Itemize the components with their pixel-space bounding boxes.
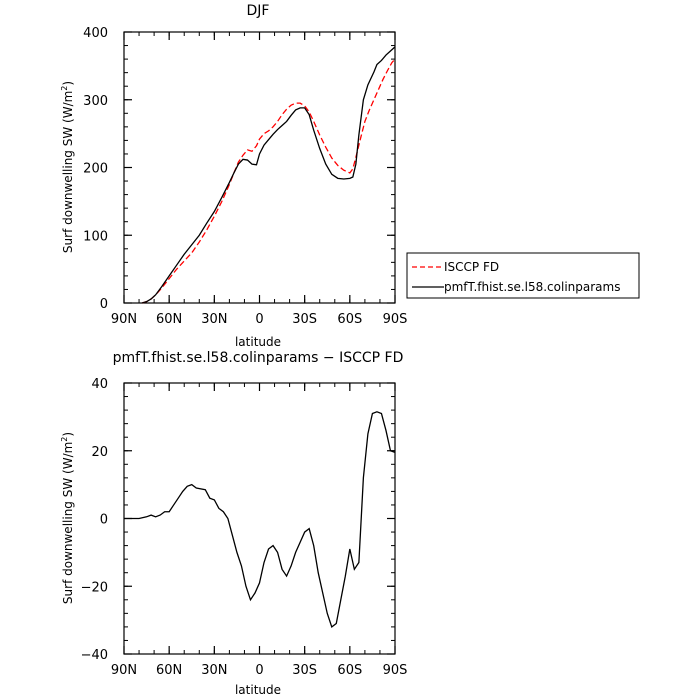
- top-plot-frame: [123, 31, 396, 304]
- top-x-tick-label: 90N: [111, 312, 137, 327]
- bottom-x-axis-label: latitude: [235, 683, 281, 697]
- bottom-x-tick-label: 0: [255, 663, 263, 678]
- bottom-series-layer: [124, 411, 396, 628]
- top-series-line-1: [141, 46, 396, 304]
- top-y-tick-label: 0: [100, 297, 108, 312]
- bottom-y-tick-label: −40: [81, 648, 108, 663]
- bottom-y-axis-label: Surf downwelling SW (W/m2): [60, 432, 75, 604]
- bottom-y-tick-label: 40: [91, 377, 108, 392]
- top-x-tick-label: 0: [255, 312, 263, 327]
- bottom-y-tick-label: 20: [91, 445, 108, 460]
- top-x-tick-label: 90S: [383, 312, 408, 327]
- top-x-tick-label: 30N: [201, 312, 227, 327]
- top-series-line-0: [141, 58, 396, 304]
- top-ticks: 90N 60N 30N 0 30S 60S 90S 0 100 200 300 400: [83, 26, 407, 327]
- bottom-plot-frame: [123, 382, 396, 655]
- bottom-y-tick-label: 0: [100, 513, 108, 528]
- bottom-x-tick-label: 60S: [337, 663, 362, 678]
- top-y-axis-label: Surf downwelling SW (W/m2): [60, 81, 75, 253]
- top-y-tick-label: 100: [83, 229, 108, 244]
- top-panel: DJF 90N 60N 30N 0 30S 60S 90S 0 100 200 300 400 lat…: [60, 3, 640, 349]
- bottom-x-tick-label: 30S: [292, 663, 317, 678]
- top-x-axis-label: latitude: [235, 335, 281, 349]
- top-x-tick-label: 60S: [337, 312, 362, 327]
- bottom-x-tick-label: 30N: [201, 663, 227, 678]
- bottom-x-tick-label: 90N: [111, 663, 137, 678]
- top-chart-title: DJF: [247, 3, 270, 19]
- bottom-x-tick-label: 60N: [156, 663, 182, 678]
- top-x-tick-label: 60N: [156, 312, 182, 327]
- bottom-series-line-0: [124, 411, 396, 628]
- bottom-y-tick-label: −20: [81, 580, 108, 595]
- top-y-tick-label: 400: [83, 26, 108, 41]
- bottom-ticks: 90N 60N 30N 0 30S 60S 90S −40 −20 0 20 40: [81, 377, 408, 678]
- legend-label-isccp: ISCCP FD: [444, 260, 499, 274]
- bottom-panel: pmfT.fhist.se.l58.colinparams − ISCCP FD…: [60, 350, 407, 697]
- top-series-layer: [141, 46, 396, 304]
- top-y-tick-label: 200: [83, 162, 108, 177]
- legend-box: [406, 252, 640, 299]
- bottom-chart-title: pmfT.fhist.se.l58.colinparams − ISCCP FD: [113, 350, 404, 366]
- top-x-tick-label: 30S: [292, 312, 317, 327]
- legend-label-model: pmfT.fhist.se.l58.colinparams: [444, 280, 620, 294]
- legend: ISCCP FD pmfT.fhist.se.l58.colinparams: [406, 252, 640, 299]
- bottom-x-tick-label: 90S: [383, 663, 408, 678]
- top-y-tick-label: 300: [83, 94, 108, 109]
